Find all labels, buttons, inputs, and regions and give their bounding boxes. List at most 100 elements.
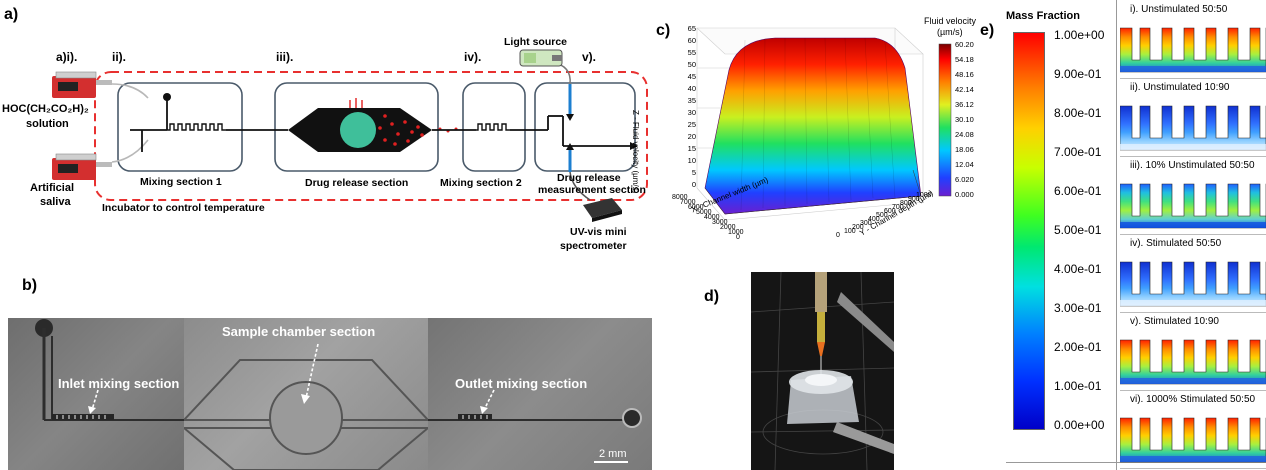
legend-tick: 60.20 [955,40,974,49]
mixing-simulation-image [1120,183,1266,229]
y-tick: 700 [892,204,904,211]
z-axis-ticks: 65 60 55 50 45 40 35 30 25 20 15 10 5 0 [676,24,696,194]
z-tick: 25 [687,120,696,129]
x-tick: 0 [736,234,740,241]
released-drug-particles [378,114,458,146]
z-tick: 20 [687,132,696,141]
pump1-label-2: solution [26,118,69,130]
z-tick: 40 [687,84,696,93]
scale-bar-label: 2 mm [599,448,627,460]
z-tick: 35 [687,96,696,105]
step-label-v: v). [582,50,597,64]
mixing-section-1-label: Mixing section 1 [140,176,222,188]
x-tick: 5000 [696,209,712,216]
x-tick: 8000 [672,194,688,201]
pump2-label-2: saliva [40,196,71,208]
scale-tick: 6.00e-01 [1054,184,1102,198]
z-tick: 65 [687,24,696,33]
x-tick: 6000 [688,204,704,211]
mixing-simulation-image [1120,105,1266,151]
mixing-simulation-image [1120,27,1266,73]
y-tick: 1000 [916,192,932,199]
scale-tick: 7.00e-01 [1054,145,1102,159]
legend-tick: 30.10 [955,115,974,124]
mass-fraction-ticks: 1.00e+00 9.00e-01 8.00e-01 7.00e-01 6.00… [1054,28,1114,438]
legend-tick: 24.08 [955,130,974,139]
x-axis-ticks: 0 1000 2000 3000 4000 5000 6000 7000 800… [672,194,836,246]
z-tick: 60 [687,36,696,45]
spectrometer-icon [583,198,622,222]
chip-photo-inlet [8,318,184,470]
panel-e-baseline [1006,462,1266,463]
simulation-label: i). Unstimulated 50:50 [1130,4,1228,15]
legend-title: Fluid velocity [924,16,977,26]
simulation-panel: iv). Stimulated 50:50 [1120,234,1266,313]
simulation-panel: ii). Unstimulated 10:90 [1120,78,1266,157]
pump1-label: HOC(CH₂CO₂H)₂ [2,103,89,115]
z-axis-label: Z - Fluid velocity (µm/s) [631,110,640,194]
z-tick: 50 [687,60,696,69]
spectrometer-label-2: spectrometer [560,240,627,252]
panel-label-d: d) [704,288,720,305]
scale-tick: 3.00e-01 [1054,301,1102,315]
drug-release-label: Drug release section [305,177,409,189]
scale-tick: 1.00e+00 [1054,28,1105,42]
z-tick: 45 [687,72,696,81]
simulation-label: iii). 10% Unstimulated 50:50 [1130,160,1255,171]
step-label-iv: iv). [464,50,482,64]
simulation-stack: i). Unstimulated 50:50 ii). Unstimulated … [1120,0,1266,470]
simulation-panel: i). Unstimulated 50:50 [1120,0,1266,79]
velocity-legend-bar [938,43,952,197]
simulation-panel: v). Stimulated 10:90 [1120,312,1266,391]
syringe-pump-2-icon [52,153,112,180]
pump2-label: Artificial [30,182,75,194]
mass-fraction-title: Mass Fraction [1006,10,1080,22]
incubator-border [94,71,648,201]
y-tick: 600 [884,208,896,215]
legend-tick: 12.04 [955,160,974,169]
mixing-simulation-image [1120,261,1266,307]
scale-tick: 0.00e+00 [1054,418,1105,432]
simulation-label: ii). Unstimulated 10:90 [1130,82,1230,93]
z-tick: 0 [691,180,696,189]
light-source-icon [519,49,563,67]
y-tick: 400 [868,216,880,223]
outlet-mixing-label: Outlet mixing section [455,376,588,391]
device-photo [751,272,894,470]
simulation-panel: iii). 10% Unstimulated 50:50 [1120,156,1266,235]
step-label-i: a)i). [56,50,78,64]
y-tick: 800 [900,200,912,207]
z-tick: 15 [687,144,696,153]
panel-label-e: e) [980,22,995,39]
z-tick: 30 [687,108,696,117]
inlet-mixing-label: Inlet mixing section [58,376,180,391]
y-tick: 100 [844,228,856,235]
mass-fraction-scale-bar [1013,32,1045,430]
velocity-surface [704,37,922,215]
x-tick: 1000 [728,229,744,236]
sample-chamber-label: Sample chamber section [222,324,376,339]
serpentine-mixer-1 [167,123,226,131]
simulation-label: v). Stimulated 10:90 [1130,316,1219,327]
x-tick: 7000 [680,199,696,206]
z-tick: 55 [687,48,696,57]
y-tick: 0 [836,232,840,239]
y-axis-ticks: 0 100 200 300 400 500 600 700 800 900 10… [836,186,936,246]
legend-tick: 36.12 [955,100,974,109]
scale-tick: 4.00e-01 [1054,262,1102,276]
incubator-label: Incubator to control temperature [102,202,265,214]
step-label-iii: iii). [276,50,294,64]
legend-tick: 0.000 [955,190,974,199]
serpentine-mixer-2 [476,123,510,131]
mixing-simulation-image [1120,417,1266,463]
light-source-label: Light source [504,36,568,48]
scale-tick: 9.00e-01 [1054,67,1102,81]
scale-tick: 1.00e-01 [1054,379,1102,393]
x-tick: 3000 [712,219,728,226]
mixing-simulation-image [1120,339,1266,385]
mixing-section-1-box [117,82,243,172]
legend-tick: 42.14 [955,85,974,94]
panel-e-divider [1116,0,1117,470]
release-arrows [349,98,363,108]
scale-tick: 8.00e-01 [1054,106,1102,120]
